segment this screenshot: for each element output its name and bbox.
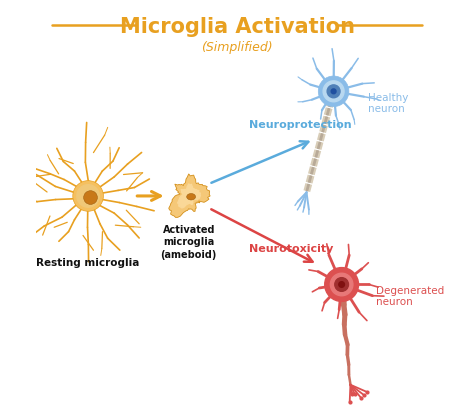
Circle shape: [330, 273, 353, 296]
Circle shape: [323, 81, 344, 102]
Circle shape: [327, 85, 340, 98]
Text: (Simplified): (Simplified): [201, 41, 273, 54]
Text: Neurotoxicity: Neurotoxicity: [249, 244, 333, 254]
Text: Microglia Activation: Microglia Activation: [119, 17, 355, 37]
Text: Neuroprotection: Neuroprotection: [249, 120, 352, 130]
Circle shape: [73, 181, 103, 211]
Circle shape: [77, 185, 100, 207]
Text: Resting microglia: Resting microglia: [36, 258, 140, 268]
Circle shape: [331, 89, 336, 94]
Text: Degenerated
neuron: Degenerated neuron: [376, 286, 444, 307]
Circle shape: [339, 282, 345, 287]
Text: Activated
microglia
(ameboid): Activated microglia (ameboid): [161, 225, 217, 260]
Polygon shape: [169, 174, 210, 217]
Text: Healthy
neuron: Healthy neuron: [368, 93, 408, 114]
Circle shape: [84, 191, 97, 204]
Ellipse shape: [187, 193, 196, 200]
Circle shape: [335, 278, 348, 291]
Polygon shape: [178, 184, 201, 208]
Circle shape: [319, 76, 349, 106]
Circle shape: [325, 268, 358, 302]
